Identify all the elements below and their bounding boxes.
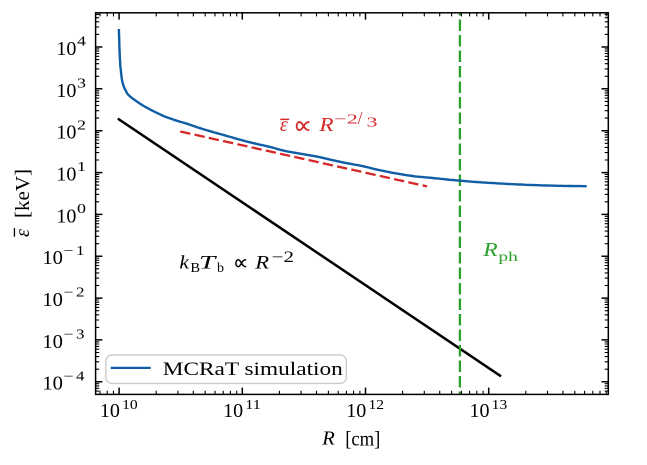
svg-text:1: 1 <box>77 159 86 174</box>
svg-text:−: − <box>64 327 74 342</box>
svg-text:T: T <box>199 253 218 273</box>
svg-text:3: 3 <box>367 115 378 130</box>
svg-text:12: 12 <box>369 397 385 412</box>
svg-text:0: 0 <box>77 201 86 216</box>
svg-text:10: 10 <box>122 397 138 412</box>
svg-text:10: 10 <box>56 38 76 60</box>
svg-text:4: 4 <box>76 368 85 383</box>
svg-text:3: 3 <box>77 75 86 90</box>
svg-text:B: B <box>190 261 200 276</box>
svg-text:10: 10 <box>42 373 63 395</box>
svg-text:R: R <box>254 253 269 273</box>
svg-text:2: 2 <box>76 285 85 300</box>
svg-text:R: R <box>321 427 335 449</box>
svg-text:10: 10 <box>42 247 63 269</box>
svg-text:/: / <box>358 108 363 128</box>
svg-text:2: 2 <box>77 117 86 132</box>
svg-text:−2: −2 <box>334 112 358 127</box>
svg-text:10: 10 <box>56 80 76 102</box>
svg-text:10: 10 <box>223 400 243 422</box>
svg-text:[keV]: [keV] <box>12 169 34 218</box>
svg-text:−: − <box>64 368 74 383</box>
svg-text:−: − <box>64 243 74 258</box>
svg-text:4: 4 <box>77 34 86 49</box>
svg-text:ph: ph <box>498 249 518 264</box>
svg-text:ε: ε <box>12 229 34 237</box>
svg-text:MCRaT simulation: MCRaT simulation <box>163 359 344 380</box>
svg-text:R: R <box>318 114 333 136</box>
svg-text:−2: −2 <box>272 249 294 266</box>
svg-text:1: 1 <box>76 243 85 258</box>
svg-text:10: 10 <box>100 400 120 422</box>
svg-text:10: 10 <box>56 205 76 227</box>
svg-text:ε: ε <box>280 114 288 136</box>
svg-text:10: 10 <box>42 289 63 311</box>
svg-text:10: 10 <box>346 400 366 422</box>
svg-text:3: 3 <box>76 327 85 342</box>
svg-text:10: 10 <box>56 164 76 186</box>
svg-text:−: − <box>64 285 74 300</box>
svg-text:10: 10 <box>56 122 76 144</box>
svg-text:R: R <box>482 239 498 261</box>
svg-text:10: 10 <box>470 400 490 422</box>
svg-text:[cm]: [cm] <box>345 426 380 450</box>
svg-text:13: 13 <box>492 397 508 412</box>
svg-text:b: b <box>217 261 224 276</box>
svg-text:k: k <box>179 253 189 273</box>
svg-text:10: 10 <box>42 331 63 353</box>
svg-text:11: 11 <box>245 397 261 412</box>
